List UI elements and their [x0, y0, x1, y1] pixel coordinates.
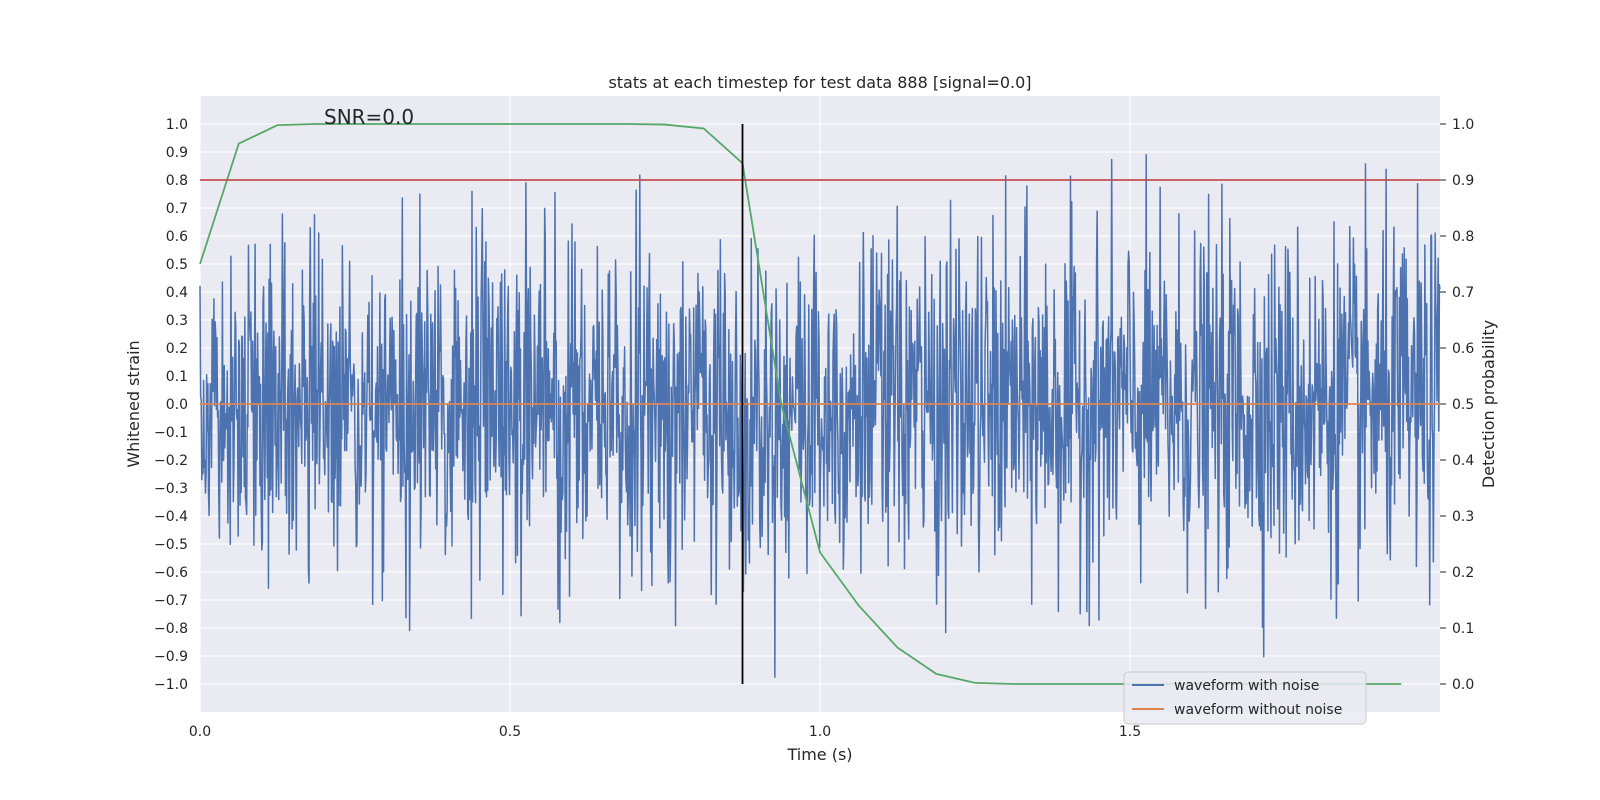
x-ticks: 0.0 0.5 1.0 1.5 — [189, 724, 1141, 740]
y-tick-label: −0.5 — [154, 537, 188, 553]
y2-tick-label: 0.6 — [1452, 341, 1474, 357]
y-tick-label: −0.6 — [154, 565, 188, 581]
y2-tick-label: 0.1 — [1452, 621, 1474, 637]
y-tick-label: −0.9 — [154, 649, 188, 665]
y-tick-label: 0.0 — [166, 397, 188, 413]
y2-tick-label: 0.8 — [1452, 229, 1474, 245]
y2-tick-label: 0.5 — [1452, 397, 1474, 413]
x-tick-label: 1.0 — [809, 724, 831, 740]
x-tick-label: 0.5 — [499, 724, 521, 740]
y-axis-label: Whitened strain — [124, 340, 143, 467]
y-tick-label: 0.6 — [166, 229, 188, 245]
legend: waveform with noise waveform without noi… — [1123, 671, 1367, 725]
y-tick-label: 1.0 — [166, 117, 188, 133]
y2-tick-label: 0.0 — [1452, 677, 1474, 693]
y2-tick-label: 0.4 — [1452, 453, 1474, 469]
legend-label-clean: waveform without noise — [1174, 702, 1342, 718]
y-tick-label: −0.4 — [154, 509, 188, 525]
snr-annotation: SNR=0.0 — [324, 105, 414, 129]
y2-tick-label: 0.3 — [1452, 509, 1474, 525]
y-tick-label: −0.1 — [154, 425, 188, 441]
y2-ticks: 1.0 0.9 0.8 0.7 0.6 0.5 0.4 0.3 0.2 0.1 0.0 — [1440, 117, 1474, 693]
y-tick-label: 0.2 — [166, 341, 188, 357]
y-tick-label: 0.4 — [166, 285, 188, 301]
y-tick-label: 0.8 — [166, 173, 188, 189]
x-tick-label: 0.0 — [189, 724, 211, 740]
y-ticks: 1.0 0.9 0.8 0.7 0.6 0.5 0.4 0.3 0.2 0.1 0.0 −0.1 −0.… — [154, 117, 188, 693]
y-tick-label: 0.1 — [166, 369, 188, 385]
y-tick-label: −0.3 — [154, 481, 188, 497]
y-tick-label: 0.3 — [166, 313, 188, 329]
y-tick-label: 0.7 — [166, 201, 188, 217]
y-tick-label: −0.7 — [154, 593, 188, 609]
y-tick-label: 0.5 — [166, 257, 188, 273]
y2-tick-label: 0.2 — [1452, 565, 1474, 581]
y2-tick-label: 0.7 — [1452, 285, 1474, 301]
y2-tick-label: 1.0 — [1452, 117, 1474, 133]
y2-axis-label: Detection probability — [1479, 320, 1498, 488]
legend-label-noise: waveform with noise — [1174, 678, 1319, 694]
y-tick-label: −1.0 — [154, 677, 188, 693]
legend-box — [1123, 671, 1367, 725]
chart-title: stats at each timestep for test data 888… — [608, 73, 1031, 92]
series-line-noisy-waveform — [199, 153, 1441, 678]
y-tick-label: −0.8 — [154, 621, 188, 637]
x-axis-label: Time (s) — [786, 745, 852, 764]
y-tick-label: −0.2 — [154, 453, 188, 469]
x-tick-label: 1.5 — [1119, 724, 1141, 740]
y2-tick-label: 0.9 — [1452, 173, 1474, 189]
y-tick-label: 0.9 — [166, 145, 188, 161]
